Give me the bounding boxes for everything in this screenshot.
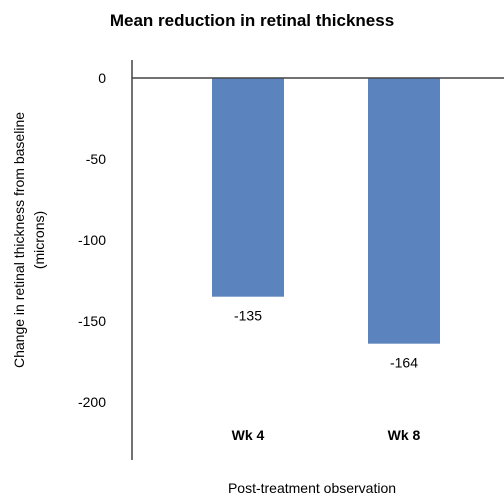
category-label: Wk 4 [232,427,265,443]
y-tick-label: -150 [78,313,106,329]
bar-wk-4 [212,78,284,297]
y-axis-label: Change in retinal thickness from baselin… [11,112,47,368]
y-tick-label: -100 [78,232,106,248]
y-axis-ticks: 0 -50 -100 -150 -200 [78,70,106,410]
y-tick-label: 0 [98,70,106,86]
y-axis-label-line-1: Change in retinal thickness from baselin… [11,112,27,368]
category-labels: Wk 4 Wk 8 [232,427,421,443]
data-label: -164 [390,355,418,371]
y-tick-label: -50 [86,151,106,167]
category-label: Wk 8 [388,427,421,443]
bars [212,78,440,344]
data-labels: -135 -164 [234,308,418,371]
data-label: -135 [234,308,262,324]
y-tick-label: -200 [78,394,106,410]
chart-title: Mean reduction in retinal thickness [110,11,394,30]
x-axis-label: Post-treatment observation [228,480,396,496]
bar-wk-8 [368,78,440,344]
y-axis-label-line-2: (microns) [31,211,47,269]
